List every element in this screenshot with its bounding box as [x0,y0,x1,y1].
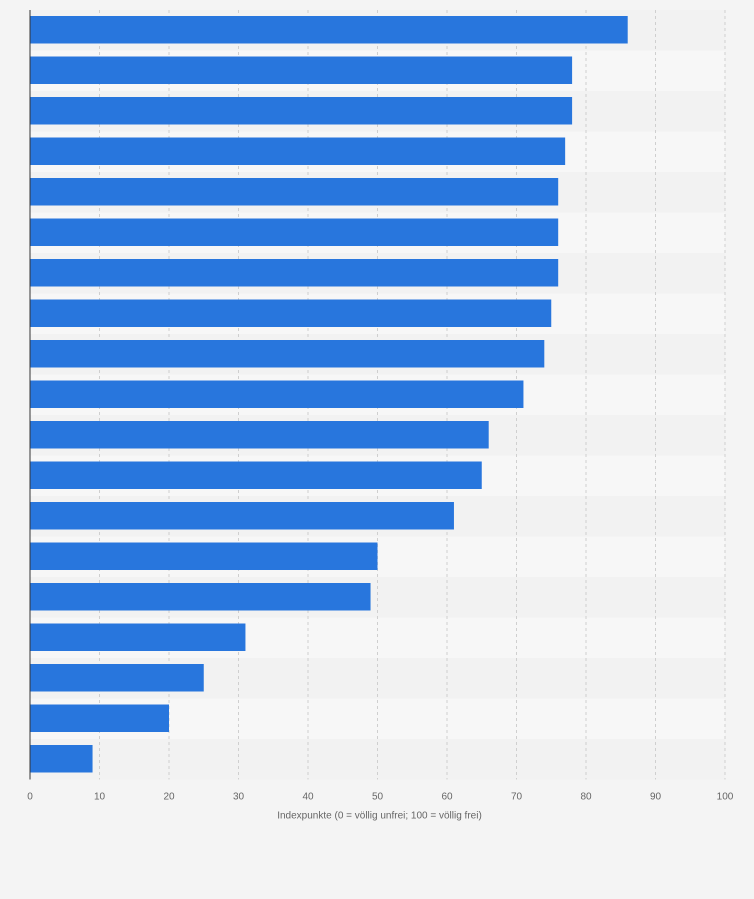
bar [30,461,482,489]
bar [30,623,246,651]
bar [30,299,552,327]
x-tick-label: 70 [511,792,523,803]
x-tick-label: 20 [163,792,175,803]
bar [30,745,93,773]
bars-group [30,16,628,773]
bar [30,259,559,287]
bar [30,218,559,246]
bar [30,542,378,570]
bar [30,380,524,408]
bar [30,502,454,530]
bar [30,97,573,125]
bar [30,16,628,44]
x-tick-label: 40 [302,792,314,803]
x-tick-label: 30 [233,792,245,803]
x-tick-label: 60 [441,792,453,803]
bar [30,178,559,206]
bar [30,340,545,368]
x-tick-label: 100 [717,792,734,803]
bar [30,704,169,732]
bar [30,137,566,165]
x-tick-label: 10 [94,792,106,803]
x-tick-label: 90 [650,792,662,803]
x-axis-title: Indexpunkte (0 = völlig unfrei; 100 = vö… [277,811,482,822]
bar [30,664,204,692]
x-tick-label: 0 [27,792,33,803]
bar [30,421,489,449]
bar [30,56,573,84]
x-axis-ticks: 0 10 20 30 40 50 60 70 80 90 100 [27,792,734,803]
x-tick-label: 50 [372,792,384,803]
bar [30,583,371,611]
x-tick-label: 80 [580,792,592,803]
